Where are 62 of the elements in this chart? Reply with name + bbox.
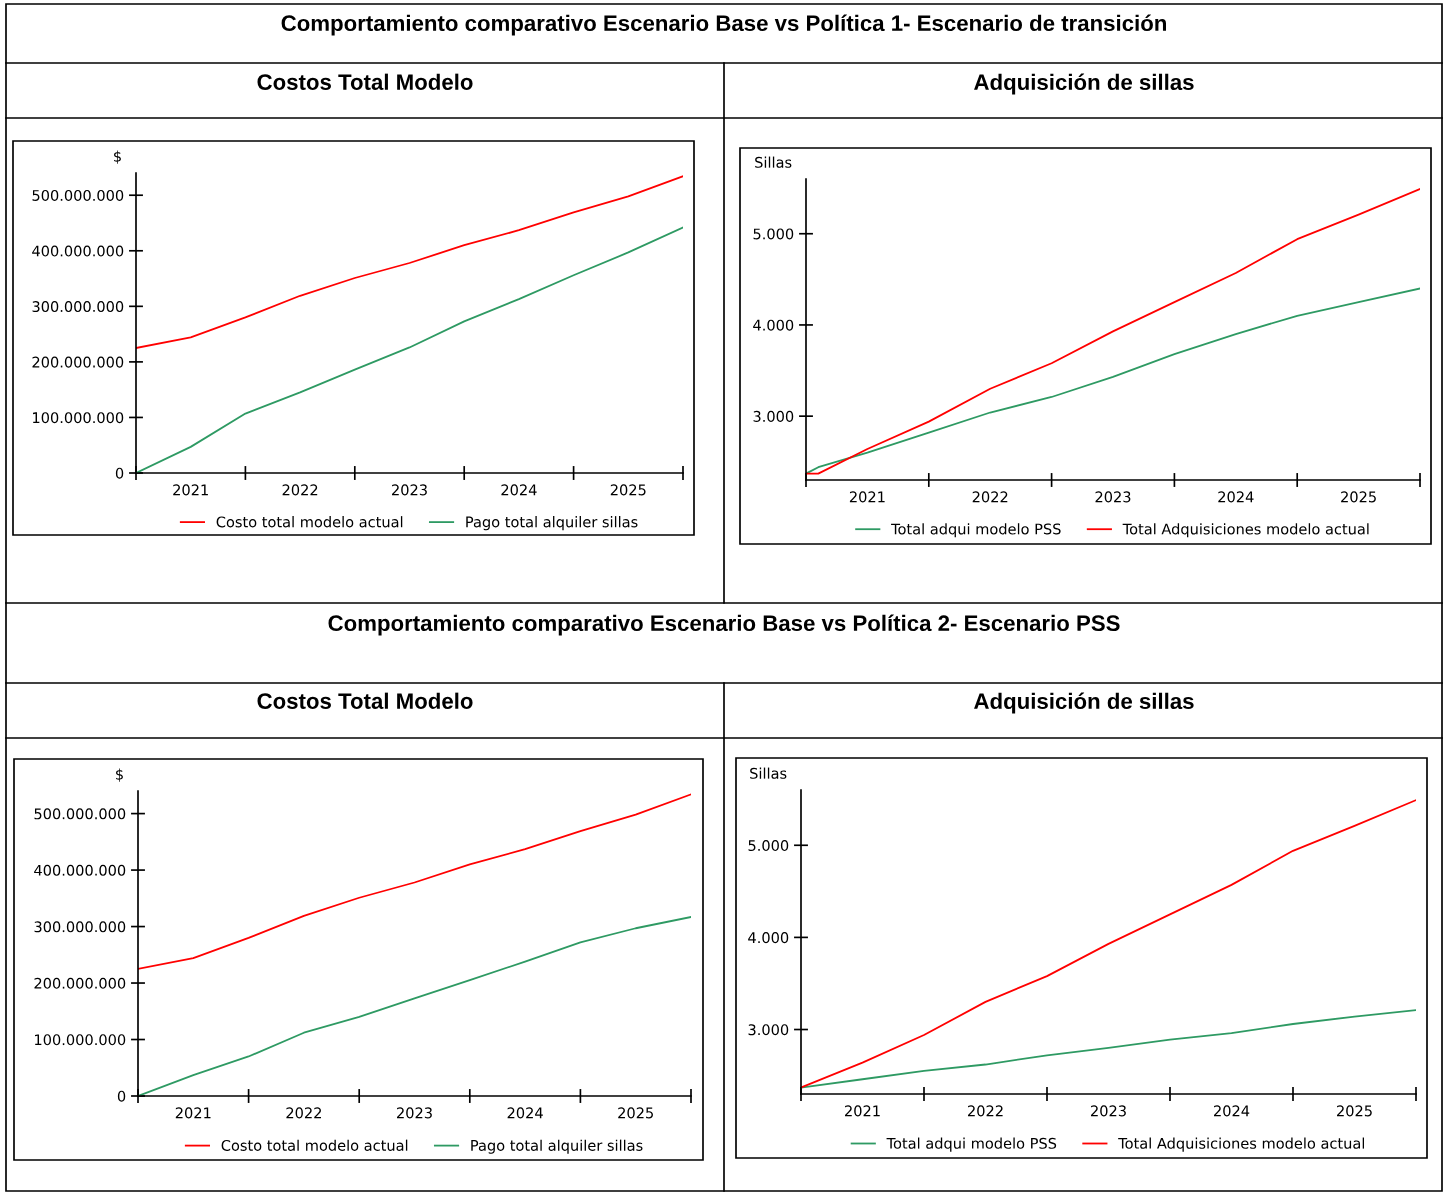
text: Comportamiento comparativo Escenario Base vs Política 1- Escenario de transición (281, 14, 1167, 36)
x-tick-label: 2022 (286, 1107, 321, 1119)
y-tick-label: 4.000 (753, 319, 794, 331)
x-tick-label: 2025 (618, 1107, 653, 1119)
legend-label: Pago total alquiler sillas (466, 516, 638, 531)
y-tick-label: 0 (117, 1090, 126, 1102)
x-tick-label: 2022 (972, 491, 1008, 503)
y-tick-label: 4.000 (748, 932, 789, 944)
x-tick-label: 2024 (1218, 491, 1254, 503)
y-tick-label: 300.000.000 (34, 921, 126, 933)
legend-label: Total adqui modelo PSS (886, 1137, 1057, 1152)
x-tick-label: 2025 (1341, 491, 1376, 503)
line-series (806, 188, 1420, 475)
x-tick-label: 2023 (1095, 491, 1131, 503)
legend-label: Total Adquisiciones modelo actual (1122, 523, 1369, 538)
x-tick-label: 2023 (1091, 1105, 1126, 1117)
legend-label: Total Adquisiciones modelo actual (1118, 1137, 1365, 1152)
y-axis-title: $ (116, 768, 123, 782)
text: Comportamiento comparativo Escenario Base vs Política 2- Escenario PSS (328, 614, 1120, 636)
chart-title: Costos Total Modelo (257, 692, 473, 709)
y-tick-label: 300.000.000 (32, 301, 124, 313)
y-tick-label: 3.000 (748, 1024, 789, 1036)
y-tick-label: 100.000.000 (35, 1034, 126, 1046)
y-tick-label: 5.000 (748, 839, 789, 852)
legend-label: Pago total alquiler sillas (471, 1139, 643, 1154)
chart-title: Adquisición de sillas (974, 73, 1194, 95)
y-axis-title: Sillas (755, 156, 792, 168)
x-tick-label: 2022 (968, 1105, 1003, 1117)
y-tick-label: 3.000 (753, 410, 794, 422)
y-tick-label: 5.000 (753, 228, 794, 240)
x-tick-label: 2021 (845, 1105, 880, 1117)
x-tick-label: 2022 (282, 484, 318, 496)
y-tick-label: 0 (115, 467, 124, 479)
x-tick-label: 2021 (175, 1107, 211, 1119)
y-tick-label: 200.000.000 (32, 356, 124, 368)
y-tick-label: 500.000.000 (32, 189, 124, 201)
x-tick-label: 2024 (501, 484, 537, 496)
y-tick-label: 400.000.000 (32, 245, 124, 257)
chart-title: Costos Total Modelo (257, 73, 473, 90)
line-series (801, 799, 1416, 1089)
x-tick-label: 2023 (392, 484, 427, 496)
x-tick-label: 2021 (849, 491, 885, 503)
legend-label: Costo total modelo actual (216, 516, 403, 528)
line-series (806, 287, 1420, 475)
line-series (801, 1009, 1416, 1089)
y-tick-label: 500.000.000 (34, 808, 126, 820)
x-tick-label: 2025 (610, 484, 646, 496)
x-tick-label: 2021 (173, 484, 208, 496)
legend-label: Costo total modelo actual (221, 1139, 408, 1151)
y-axis-title: $ (114, 150, 121, 164)
x-tick-label: 2024 (1214, 1105, 1250, 1117)
chart-title: Adquisición de sillas (974, 692, 1194, 714)
x-tick-label: 2025 (1337, 1105, 1372, 1117)
y-tick-label: 400.000.000 (34, 864, 126, 876)
x-tick-label: 2023 (397, 1107, 432, 1119)
y-tick-label: 100.000.000 (33, 412, 124, 424)
legend-label: Total adqui modelo PSS (891, 523, 1061, 538)
x-tick-label: 2024 (507, 1107, 543, 1119)
y-tick-label: 200.000.000 (34, 977, 126, 989)
line-series (138, 793, 691, 970)
line-series (136, 175, 683, 349)
y-axis-title: Sillas (750, 767, 787, 779)
